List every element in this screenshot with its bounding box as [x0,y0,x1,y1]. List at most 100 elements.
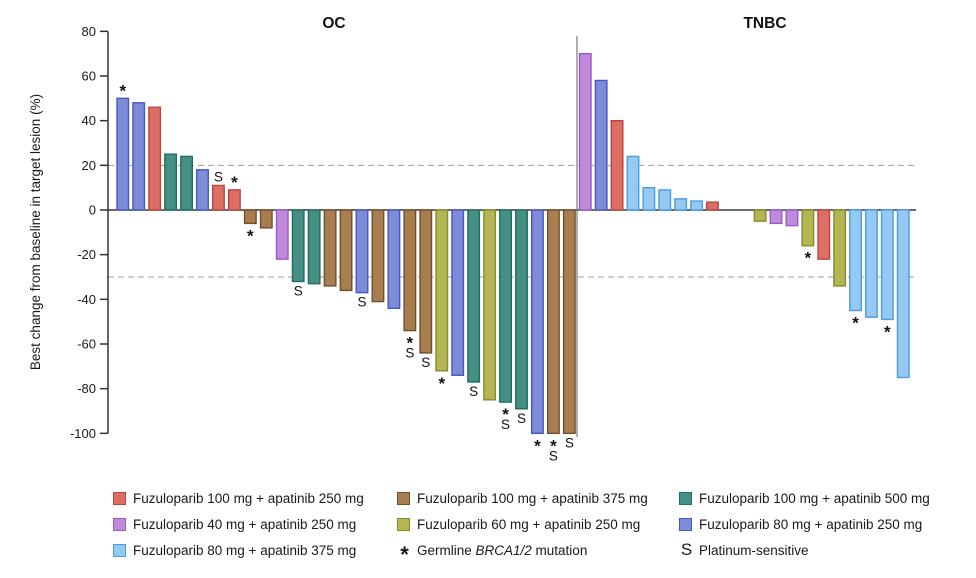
legend-swatch [397,491,410,505]
y-tick-label: -100 [70,426,96,441]
bar [594,79,608,211]
gene-name: BRCA1/2 [475,542,532,558]
legend-item-f100_375: Fuzuloparib 100 mg + apatinib 375 mg [397,486,648,510]
y-tick-label: -20 [77,247,96,262]
bar [291,209,305,283]
bar [483,209,497,401]
platinum-mark: S [501,417,510,432]
legend-label: Fuzuloparib 100 mg + apatinib 500 mg [699,490,930,506]
platinum-mark: S [357,295,366,310]
platinum-legend-label: Platinum-sensitive [699,542,809,558]
bar [148,106,162,211]
legend-item-f80_375: Fuzuloparib 80 mg + apatinib 375 mg [113,538,356,562]
bar [132,102,146,211]
y-axis-title: Best change from baseline in target lesi… [28,94,43,370]
platinum-symbol: S [680,540,693,559]
bar [339,209,353,292]
panel-title: TNBC [743,15,786,32]
bar [546,209,560,435]
bar [849,209,862,312]
legend-swatch [113,517,126,531]
platinum-mark: S [214,169,223,184]
legend-label: Fuzuloparib 60 mg + apatinib 250 mg [417,516,641,532]
bar [658,189,672,211]
brca-mark: * [534,436,541,455]
platinum-mark: S [469,384,478,399]
platinum-mark: S [549,448,558,463]
bar [817,209,831,260]
bar [706,201,719,211]
bar [387,209,401,309]
legend-item-f100_500: Fuzuloparib 100 mg + apatinib 500 mg [679,486,930,510]
legend-swatch [113,491,126,505]
bar [116,97,130,211]
brca-mark: * [502,405,509,424]
bar [275,209,289,260]
legend-swatch [679,517,692,531]
bar [753,209,767,222]
bar [642,186,656,211]
bar [435,209,449,372]
y-tick-label: 60 [82,69,96,84]
bar [833,209,847,287]
platinum-mark: S [517,411,526,426]
bar [562,209,576,435]
bar [403,209,417,332]
bar [307,209,321,285]
bar [259,209,273,229]
legend-item-f80_250: Fuzuloparib 80 mg + apatinib 250 mg [679,512,922,536]
legend-label: Fuzuloparib 80 mg + apatinib 375 mg [133,542,357,558]
y-tick-label: 80 [82,24,96,39]
bar [243,209,257,225]
bar [865,209,878,318]
y-tick-label: 0 [89,203,96,218]
legend-item-plat: S Platinum-sensitive [679,538,809,562]
brca-legend-label: Germline BRCA1/2 mutation [417,542,588,558]
bar [769,209,783,225]
waterfall-chart: 80 60 40 20 0 -20 -40 -60 -80 -100 Best change fro… [28,15,916,463]
bar [196,169,209,211]
bar [419,209,433,354]
bar [499,209,512,403]
bar [164,153,178,211]
bar [690,200,703,211]
brca-mark: * [805,249,812,268]
legend-item-f60_250: Fuzuloparib 60 mg + apatinib 250 mg [397,512,640,536]
bar [323,209,337,287]
bar [355,209,369,294]
legend-label: Fuzuloparib 100 mg + apatinib 375 mg [417,490,648,506]
bar [180,155,194,211]
brca-mark: * [884,322,891,341]
bar [896,209,910,379]
platinum-mark: S [294,283,303,298]
bar [610,119,624,211]
bar [227,189,241,211]
brca-symbol: * [400,542,409,567]
brca-mark: * [231,173,238,192]
brca-mark: * [247,226,254,245]
legend-label: Fuzuloparib 40 mg + apatinib 250 mg [133,516,357,532]
bar [626,155,640,211]
bar [467,209,481,383]
legend-item-brca: * Germline BRCA1/2 mutation [397,538,588,567]
brca-mark: * [407,334,414,353]
y-tick-label: -80 [77,381,96,396]
platinum-mark: S [421,355,430,370]
bar [371,209,385,303]
platinum-mark: S [565,435,574,450]
legend-label: Fuzuloparib 80 mg + apatinib 250 mg [699,516,923,532]
platinum-mark: S [405,346,414,361]
bar [531,209,544,435]
y-tick-label: -40 [77,292,96,307]
bar [515,209,528,410]
legend-label: Fuzuloparib 100 mg + apatinib 250 mg [133,490,364,506]
bar [211,184,225,211]
legend-item-f100_250: Fuzuloparib 100 mg + apatinib 250 mg [113,486,364,510]
bar [801,209,815,247]
bar [785,209,799,227]
legend-item-f40_250: Fuzuloparib 40 mg + apatinib 250 mg [113,512,356,536]
legend-swatch [113,543,126,557]
bar [578,52,592,211]
y-tick-label: 20 [82,158,96,173]
